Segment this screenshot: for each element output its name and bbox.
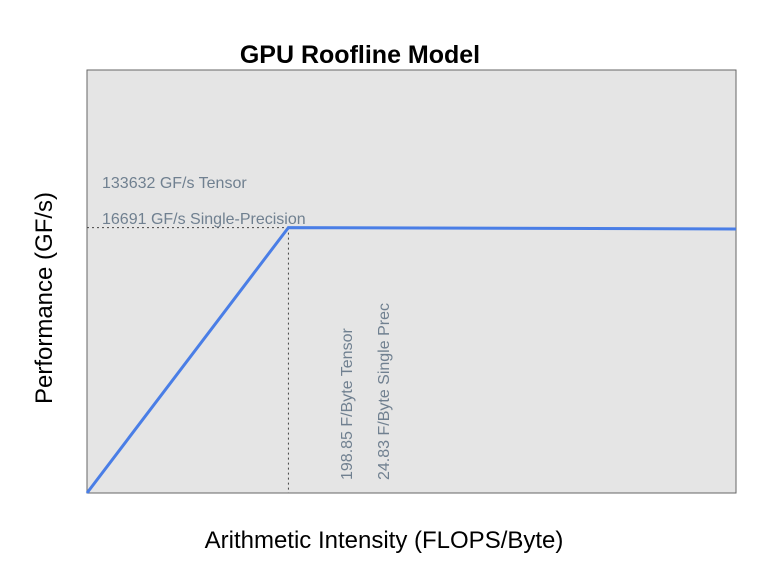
chart-title: GPU Roofline Model [240,41,480,69]
annotation-peak-tensor: 133632 GF/s Tensor [102,175,247,192]
roofline-series-line [85,226,737,494]
annotation-ai-single-precision: 24.83 F/Byte Single Prec [376,303,393,480]
x-axis-label: Arithmetic Intensity (FLOPS/Byte) [205,527,564,554]
annotation-peak-single-precision: 16691 GF/s Single-Precision [102,211,306,228]
plot-area [86,69,737,494]
y-axis-label: Performance (GF/s) [31,192,58,404]
annotation-ai-tensor: 198.85 F/Byte Tensor [339,328,356,480]
